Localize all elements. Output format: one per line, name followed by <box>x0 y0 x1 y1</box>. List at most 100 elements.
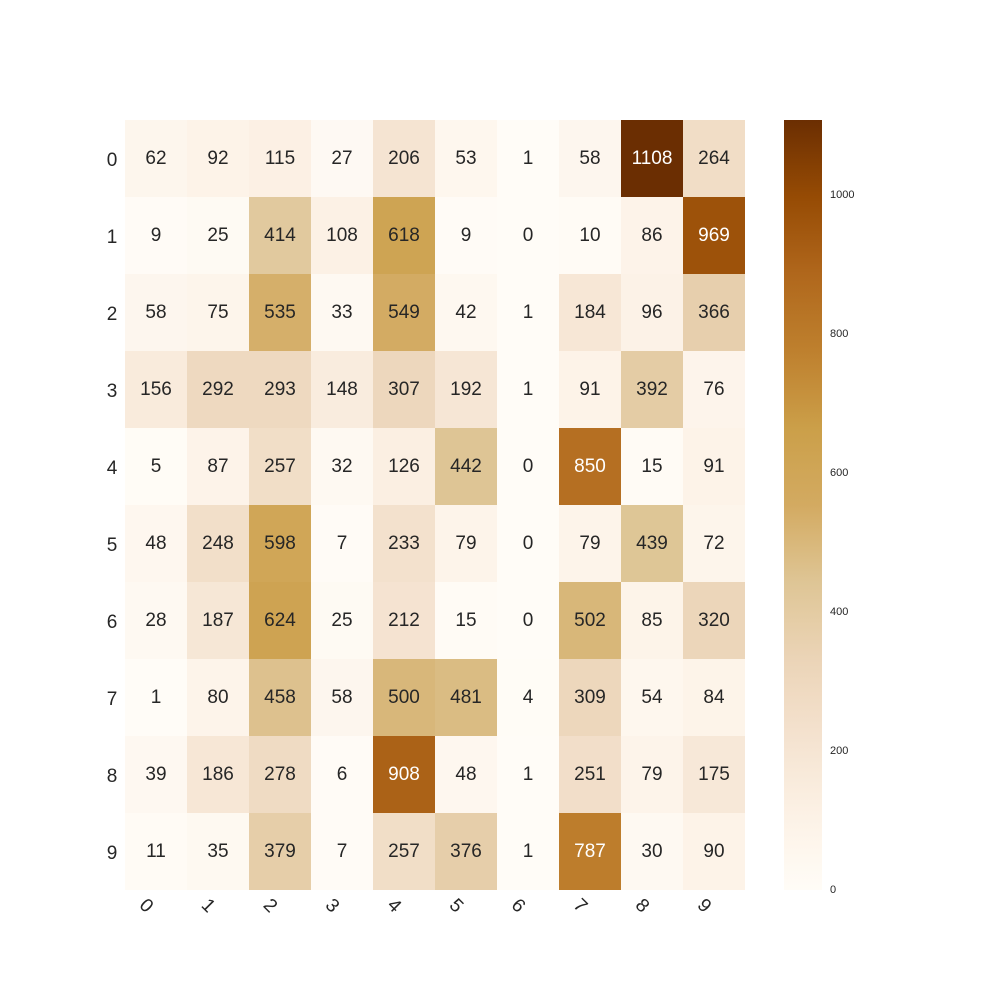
heatmap-cell <box>559 813 621 890</box>
heatmap-cell <box>497 736 559 813</box>
cell-value-label: 48 <box>455 764 476 785</box>
cell-value-label: 39 <box>145 764 166 785</box>
cell-value-label: 257 <box>388 841 420 862</box>
cell-value-label: 53 <box>455 148 476 169</box>
x-tick-label: 8 <box>631 895 653 917</box>
cell-value-label: 126 <box>388 456 420 477</box>
cell-value-label: 264 <box>698 148 730 169</box>
y-tick-label: 9 <box>107 843 118 864</box>
heatmap-cell <box>249 274 311 351</box>
heatmap-cell <box>125 582 187 659</box>
heatmap-cell <box>621 351 683 428</box>
x-tick-label: 3 <box>321 895 343 917</box>
cell-value-label: 0 <box>523 456 534 477</box>
cell-value-label: 92 <box>207 148 228 169</box>
cell-value-label: 439 <box>636 533 668 554</box>
colorbar-tick-label: 0 <box>830 884 836 896</box>
heatmap-cell <box>497 813 559 890</box>
cell-value-label: 25 <box>207 225 228 246</box>
heatmap-cell <box>187 736 249 813</box>
heatmap-cell <box>311 351 373 428</box>
cell-value-label: 376 <box>450 841 482 862</box>
heatmap-cell <box>621 428 683 505</box>
cell-value-label: 379 <box>264 841 296 862</box>
colorbar: 0 200 400 600 800 1000 <box>784 120 854 896</box>
heatmap-cell <box>435 274 497 351</box>
cell-value-label: 27 <box>331 148 352 169</box>
heatmap-cell <box>187 120 249 197</box>
heatmap-cell <box>373 736 435 813</box>
y-tick-label: 2 <box>107 304 118 325</box>
heatmap-cell <box>559 428 621 505</box>
cell-value-label: 257 <box>264 456 296 477</box>
heatmap-cell <box>187 582 249 659</box>
cell-value-label: 148 <box>326 379 358 400</box>
y-tick-label: 4 <box>107 458 118 479</box>
y-axis: 0 1 2 3 4 5 6 7 8 9 <box>107 150 118 864</box>
heatmap-cell <box>125 351 187 428</box>
y-tick-label: 8 <box>107 766 118 787</box>
colorbar-tick-label: 200 <box>830 745 848 757</box>
heatmap-cell <box>621 274 683 351</box>
heatmap-cell <box>683 813 745 890</box>
cell-value-label: 115 <box>265 148 295 169</box>
colorbar-tick-label: 600 <box>830 467 848 479</box>
heatmap-cell <box>249 736 311 813</box>
cell-value-label: 4 <box>523 687 534 708</box>
cell-value-label: 0 <box>523 225 534 246</box>
heatmap-cell <box>559 659 621 736</box>
cell-value-label: 1 <box>151 687 162 708</box>
heatmap-cell <box>621 813 683 890</box>
cell-value-label: 72 <box>703 533 724 554</box>
cell-value-label: 62 <box>145 148 166 169</box>
cell-value-label: 414 <box>264 225 296 246</box>
cell-value-label: 206 <box>388 148 420 169</box>
heatmap-cell <box>249 813 311 890</box>
cell-value-label: 549 <box>388 302 420 323</box>
heatmap-cell <box>683 505 745 582</box>
heatmap-cell <box>373 582 435 659</box>
cell-value-label: 28 <box>145 610 166 631</box>
cell-value-label: 186 <box>202 764 234 785</box>
heatmap-cell <box>311 428 373 505</box>
cell-value-label: 787 <box>574 841 606 862</box>
cell-value-label: 85 <box>641 610 662 631</box>
cell-value-label: 58 <box>579 148 600 169</box>
heatmap-cells <box>125 120 745 890</box>
heatmap-cell <box>497 659 559 736</box>
cell-value-label: 850 <box>574 456 606 477</box>
heatmap-cell <box>187 659 249 736</box>
cell-value-label: 175 <box>698 764 730 785</box>
cell-value-label: 96 <box>641 302 662 323</box>
cell-value-label: 248 <box>202 533 234 554</box>
heatmap-cell <box>621 505 683 582</box>
heatmap-cell <box>559 736 621 813</box>
cell-value-label: 33 <box>331 302 352 323</box>
cell-value-label: 156 <box>140 379 172 400</box>
heatmap-cell <box>311 505 373 582</box>
cell-value-label: 7 <box>337 533 348 554</box>
cell-value-label: 458 <box>264 687 296 708</box>
heatmap-cell <box>187 351 249 428</box>
cell-value-label: 35 <box>207 841 228 862</box>
heatmap-cell <box>311 736 373 813</box>
cell-value-label: 15 <box>455 610 476 631</box>
heatmap-cell <box>187 428 249 505</box>
heatmap-cell <box>187 505 249 582</box>
heatmap-cell <box>621 120 683 197</box>
x-tick-label: 2 <box>259 895 281 917</box>
cell-value-label: 25 <box>331 610 352 631</box>
heatmap-cell <box>125 813 187 890</box>
cell-value-label: 187 <box>202 610 234 631</box>
cell-value-label: 9 <box>151 225 162 246</box>
heatmap-cell <box>497 351 559 428</box>
colorbar-tick-label: 800 <box>830 328 848 340</box>
cell-value-label: 76 <box>703 379 724 400</box>
cell-value-label: 624 <box>264 610 296 631</box>
cell-value-label: 908 <box>388 764 420 785</box>
cell-value-label: 192 <box>450 379 482 400</box>
y-tick-label: 0 <box>107 150 118 171</box>
cell-value-label: 1 <box>523 764 534 785</box>
cell-value-label: 1 <box>523 379 534 400</box>
